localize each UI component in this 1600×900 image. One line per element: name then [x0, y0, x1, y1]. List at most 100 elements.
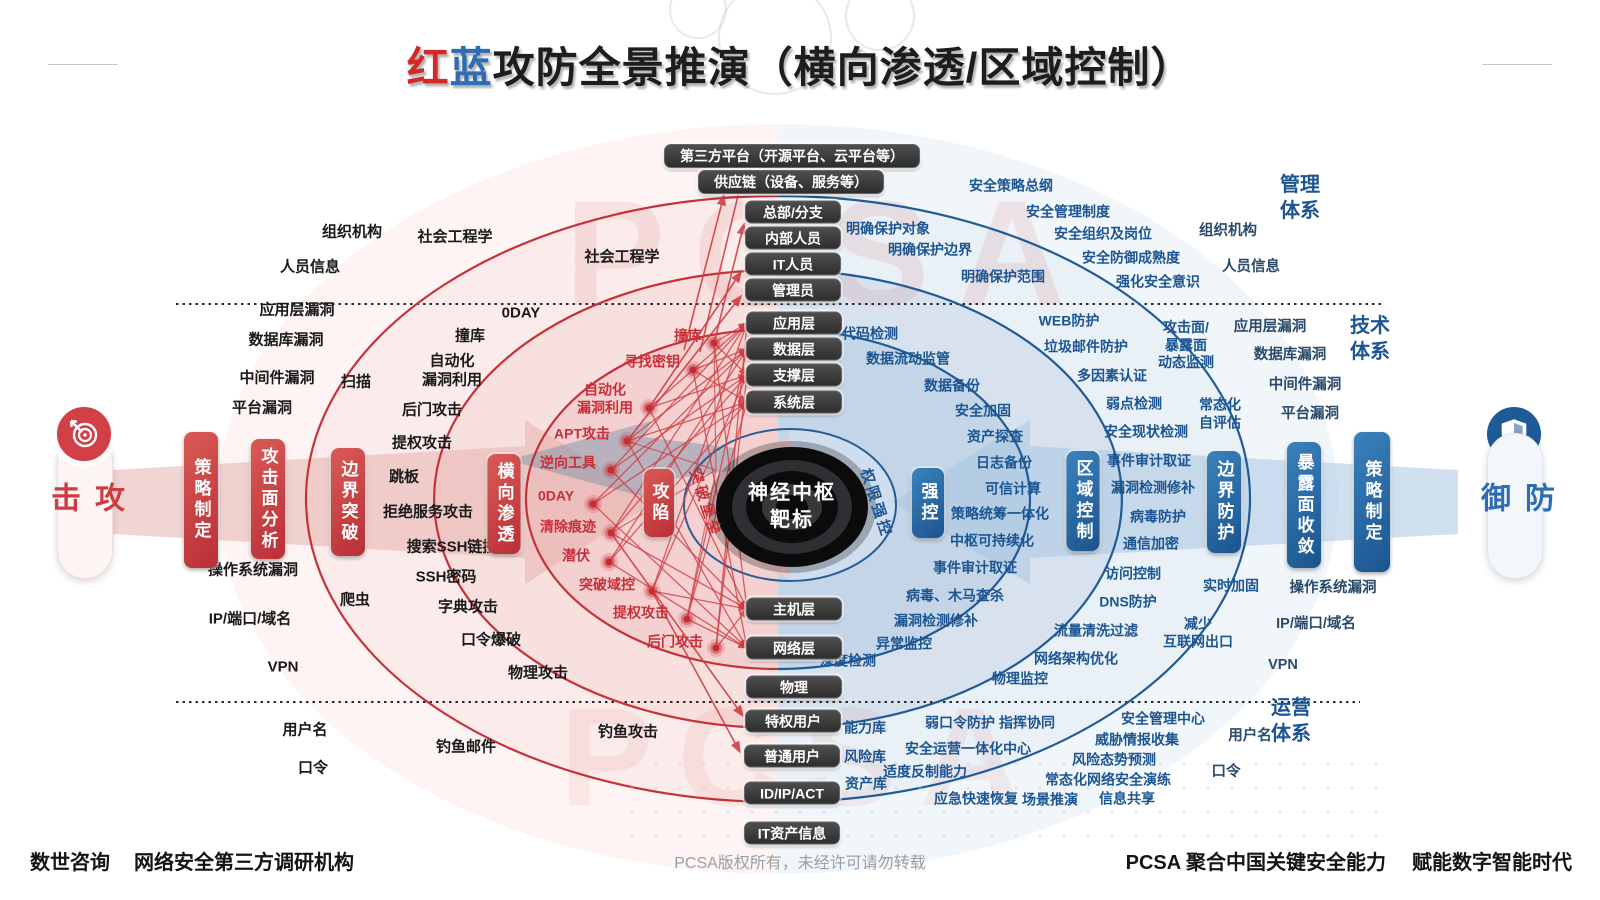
- attack-method-label: 钓鱼邮件: [435, 738, 497, 756]
- brand-description: 网络安全第三方调研机构: [134, 852, 354, 874]
- defense-asset-label: VPN: [1268, 656, 1298, 673]
- defense-mid-label: 访问控制: [1105, 565, 1161, 582]
- defense-inner-label: 异常监控: [876, 635, 932, 652]
- attack-phase-pill: 攻陷: [644, 469, 674, 537]
- defense-phase-pill: 策略制定: [1354, 432, 1390, 572]
- defense-mid-label: DNS防护: [1099, 593, 1157, 610]
- layer-pill: 管理员: [745, 278, 841, 302]
- defense-inner-label: 漏洞检测修补: [894, 612, 978, 629]
- defense-asset-label: 操作系统漏洞: [1289, 579, 1377, 596]
- attack-method-label: 后门攻击: [401, 401, 463, 419]
- attack-method-label: 跳板: [388, 468, 420, 486]
- attack-capsule-label: 攻击: [46, 481, 123, 520]
- defense-ops-label: 适度反制能力: [883, 763, 967, 780]
- defense-mgmt-label: 明确保护对象: [846, 220, 930, 237]
- red-technique-label: 自动化 漏洞利用: [577, 381, 633, 416]
- defense-outer-label: 常态化 自评估: [1199, 396, 1241, 431]
- brand-name: 数世咨询: [30, 852, 110, 874]
- attack-asset-label: 应用层漏洞: [259, 301, 335, 319]
- defense-inner-label: 安全加固: [955, 402, 1011, 419]
- layer-pill: 内部人员: [745, 226, 841, 250]
- attack-method-label: 拒绝服务攻击: [382, 503, 474, 521]
- defense-mgmt-label: 强化安全意识: [1116, 273, 1200, 290]
- attack-asset-label: 组织机构: [321, 223, 383, 241]
- defense-inner-label: 策略统筹一体化: [951, 505, 1049, 522]
- layer-pill: 数据层: [746, 337, 842, 361]
- attack-method-label: 提权攻击: [391, 434, 453, 452]
- defense-capsule: 防御: [1476, 407, 1553, 579]
- defense-mid-label: 病毒防护: [1130, 508, 1186, 525]
- defense-mid-label: 安全现状检测: [1104, 423, 1188, 440]
- defense-inner-label: 数据备份: [924, 377, 980, 394]
- defense-inner-label: 物理监控: [992, 670, 1048, 687]
- defense-ops-label: 威胁情报收集: [1095, 731, 1179, 748]
- layer-pill: 支撑层: [746, 363, 842, 387]
- defense-asset-label: 应用层漏洞: [1233, 318, 1307, 335]
- defense-capsule-label: 防御: [1476, 481, 1553, 520]
- attack-target-icon: [57, 407, 111, 461]
- attack-asset-label: IP/端口/域名: [208, 610, 292, 628]
- defense-mid-label: 流量清洗过滤: [1054, 622, 1138, 639]
- layer-pill: IT资产信息: [744, 821, 840, 845]
- attack-asset-label: 口令: [297, 759, 329, 777]
- defense-ops-label: 风险库: [844, 748, 886, 765]
- slogan-1: PCSA 聚合中国关键安全能力: [1125, 852, 1386, 874]
- attack-method-label: 物理攻击: [507, 664, 569, 682]
- defense-ops-label: 安全管理中心: [1121, 710, 1205, 727]
- layer-pill: 应用层: [746, 311, 842, 335]
- defense-mid-label: 事件审计取证: [1107, 452, 1191, 469]
- defense-ops-label: 常态化网络安全演练: [1045, 771, 1171, 788]
- layer-pill: 物理: [746, 675, 842, 699]
- title-flank-line-right: [1482, 64, 1552, 65]
- defense-asset-label: 用户名: [1228, 727, 1272, 744]
- defense-outer-label: 实时加固: [1203, 577, 1259, 594]
- attack-method-label: 钓鱼攻击: [597, 723, 659, 741]
- defense-inner-label: 病毒、木马查杀: [906, 587, 1004, 604]
- defense-phase-pill: 强控: [912, 468, 944, 538]
- attack-method-label: 撞库: [454, 327, 486, 345]
- defense-mgmt-label: 安全策略总纲: [969, 177, 1053, 194]
- attack-asset-label: 中间件漏洞: [239, 369, 315, 387]
- attack-method-label: 社会工程学: [584, 248, 660, 266]
- attack-method-label: 爬虫: [339, 591, 371, 609]
- attack-phase-pill: 横向渗透: [487, 454, 521, 554]
- defense-mid-label: 多因素认证: [1077, 367, 1147, 384]
- layer-pill: 第三方平台（开源平台、云平台等）: [664, 144, 920, 168]
- title-flank-line-left: [48, 64, 118, 65]
- defense-mgmt-label: 明确保护边界: [888, 241, 972, 258]
- page-title: 红蓝攻防全景推演（横向渗透/区域控制）: [0, 34, 1600, 95]
- footer-brand: 数世咨询 网络安全第三方调研机构: [30, 846, 354, 875]
- red-technique-label: 清除痕迹: [540, 518, 596, 535]
- red-technique-label: 撞库: [674, 327, 702, 344]
- attack-method-label: 字典攻击: [437, 598, 499, 616]
- attack-asset-label: 人员信息: [279, 258, 341, 276]
- defense-outer-label: 攻击面/ 暴露面 动态监测: [1158, 318, 1214, 370]
- defense-phase-pill: 区域控制: [1066, 451, 1100, 551]
- attack-method-label: 自动化 漏洞利用: [421, 352, 483, 388]
- red-technique-label: 寻找密钥: [624, 353, 680, 370]
- layer-pill: IT人员: [745, 252, 841, 276]
- layer-pill: 总部/分支: [745, 200, 841, 224]
- defense-ops-label: 安全运营一体化中心: [905, 740, 1031, 757]
- attack-asset-label: 平台漏洞: [231, 399, 293, 417]
- section-title: 运营 体系: [1271, 697, 1311, 745]
- layer-pill: 供应链（设备、服务等）: [698, 170, 884, 194]
- red-technique-label: 0DAY: [537, 487, 575, 504]
- defense-ops-label: 应急快速恢复: [934, 790, 1018, 807]
- red-technique-label: 后门攻击: [647, 633, 703, 650]
- title-red-char: 红: [406, 44, 450, 91]
- defense-ops-label: 场景推演: [1022, 791, 1078, 808]
- slogan-2: 赋能数字智能时代: [1412, 852, 1572, 874]
- defense-ops-label: 能力库: [844, 719, 886, 736]
- layer-pill: 系统层: [746, 390, 842, 414]
- attack-phase-pill: 攻击面分析: [251, 439, 285, 559]
- decor-circuit: [669, 0, 915, 95]
- attack-method-label: 搜索SSH链接: [406, 538, 498, 556]
- defense-asset-label: 数据库漏洞: [1253, 346, 1327, 363]
- defense-mid-label: 网络架构优化: [1034, 650, 1118, 667]
- defense-mid-label: 弱点检测: [1106, 395, 1162, 412]
- layer-pill: 特权用户: [745, 709, 841, 733]
- attack-phase-pill: 边界突破: [331, 448, 365, 556]
- defense-mgmt-label: 安全管理制度: [1026, 203, 1110, 220]
